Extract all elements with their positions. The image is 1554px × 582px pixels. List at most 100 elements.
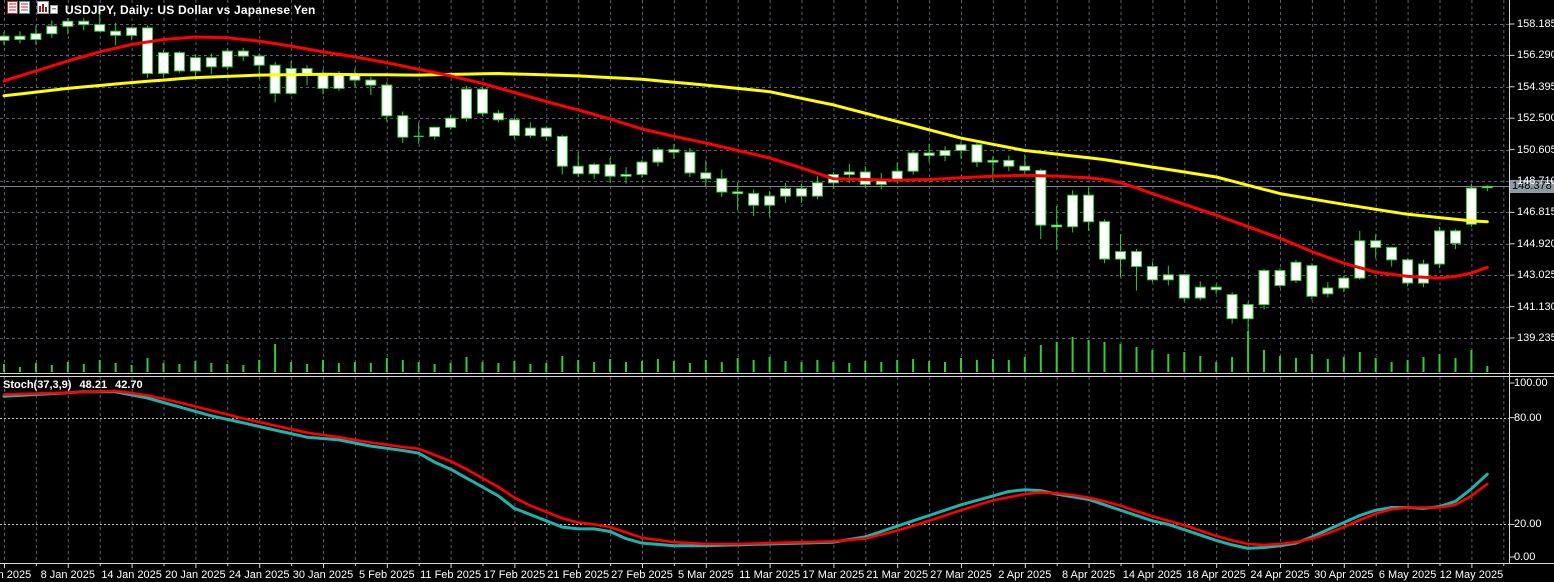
volume-bar	[1151, 350, 1154, 372]
candle-body	[780, 188, 791, 197]
volume-bar	[1263, 350, 1265, 372]
volume-bar	[1231, 357, 1234, 372]
candle-body	[1274, 270, 1286, 287]
price-tick-label: 154.395	[1517, 80, 1554, 93]
candle-body	[524, 127, 536, 137]
price-tick-label: 146.815	[1517, 206, 1554, 219]
candle-body	[173, 52, 185, 72]
volume-bar	[226, 364, 229, 372]
volume-bar	[1007, 360, 1010, 372]
volume-bar	[1279, 356, 1281, 372]
candle-body	[700, 172, 712, 180]
candle-body	[1194, 286, 1206, 299]
candle-body	[572, 165, 584, 175]
stoch-tick-label: 20.00	[1514, 518, 1542, 531]
candle-body	[684, 151, 696, 174]
volume-bar	[784, 361, 787, 372]
price-tick-label: 158.185	[1517, 18, 1554, 30]
candle-body	[1019, 165, 1031, 171]
stoch-d-value: 42.70	[115, 379, 143, 391]
candle-body	[1354, 240, 1366, 279]
candle-body	[205, 57, 217, 68]
time-tick-label: 8 Jan 2025	[40, 569, 96, 581]
chart-type-icon[interactable]	[37, 0, 58, 20]
time-tick-label: 2 Apr 2025	[998, 569, 1052, 581]
volume-bar	[146, 358, 149, 372]
volume-bar	[688, 363, 691, 372]
volume-bar	[848, 363, 851, 372]
chart-title: USDJPY, Daily: US Dollar vs Japanese Yen	[65, 3, 316, 17]
volume-bar	[720, 362, 723, 372]
candle-body	[30, 33, 42, 41]
volume-bars	[3, 331, 1489, 372]
volume-bar	[975, 360, 978, 372]
candle-body	[269, 64, 281, 94]
volume-bar	[577, 360, 580, 372]
volume-bar	[513, 361, 516, 372]
time-tick-label: 14 Apr 2025	[1122, 569, 1183, 581]
volume-bar	[1071, 337, 1074, 372]
candle-body	[62, 20, 74, 27]
time-tick-label: 5 Mar 2025	[677, 569, 734, 581]
candle-body	[987, 159, 999, 163]
candle-body	[1465, 187, 1477, 225]
candle-body	[1370, 240, 1382, 248]
candle-body	[843, 171, 855, 175]
candle-body	[1051, 224, 1063, 228]
volume-bar	[114, 363, 117, 372]
time-tick-label: 18 Apr 2025	[1186, 569, 1246, 581]
time-tick-label: 2 Jan 2025	[0, 569, 32, 581]
time-tick-label: 11 Feb 2025	[420, 569, 482, 581]
candle-body	[668, 149, 680, 153]
volume-bar	[656, 359, 659, 372]
candle-body	[1258, 270, 1270, 306]
volume-bar	[928, 361, 931, 372]
candle-body	[14, 35, 26, 41]
volume-bar	[609, 359, 612, 372]
ma-slow-yellow	[2, 72, 1489, 224]
volume-bar	[944, 362, 946, 372]
candle-body	[301, 68, 313, 74]
candle-body	[126, 27, 138, 36]
journal-icon[interactable]	[7, 0, 30, 20]
volume-bar	[130, 365, 133, 372]
volume-bar	[1183, 352, 1186, 372]
candle-body	[811, 182, 823, 197]
time-tick-label: 8 Apr 2025	[1061, 569, 1116, 581]
candle-body	[620, 174, 632, 177]
candle-body	[237, 50, 249, 57]
volume-bar	[306, 364, 309, 372]
candle-body	[939, 150, 951, 156]
candle-body	[556, 135, 568, 167]
chart-title-bar: USDJPY, Daily: US Dollar vs Japanese Yen	[7, 0, 316, 20]
volume-bar	[960, 358, 962, 372]
volume-bar	[258, 360, 261, 372]
volume-bar	[178, 364, 181, 372]
ma-fast-red	[2, 35, 1489, 280]
stoch-indicator-name: Stoch(37,3,9)	[3, 379, 72, 391]
candle-body	[1083, 194, 1095, 223]
volume-bar	[1055, 342, 1058, 372]
candle-body	[158, 52, 169, 74]
time-tick-label: 5 Feb 2025	[358, 569, 415, 581]
volume-bar	[194, 361, 197, 372]
volume-bar	[641, 361, 643, 372]
candle-body	[732, 191, 744, 195]
time-tick-label: 21 Mar 2025	[866, 569, 929, 581]
candle-body	[94, 24, 106, 32]
time-tick-label: 24 Jan 2025	[228, 569, 290, 581]
panel-separator[interactable]	[0, 373, 1554, 377]
candle-body	[445, 117, 457, 128]
stoch-tick-label: 80.00	[1514, 411, 1542, 424]
candle-body	[189, 57, 201, 72]
candle-body	[365, 79, 377, 86]
candle-body	[1242, 304, 1254, 320]
volume-bar	[290, 362, 293, 372]
price-tick-label: 148.710	[1517, 174, 1554, 187]
volume-bar	[1215, 362, 1218, 372]
candle-body	[1402, 259, 1414, 284]
volume-bar	[545, 363, 548, 372]
volume-bar	[816, 360, 819, 372]
